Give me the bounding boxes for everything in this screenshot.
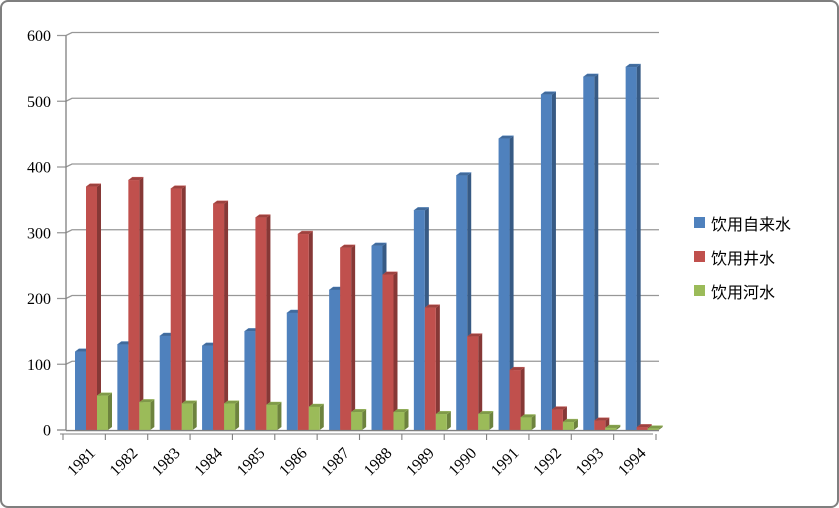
bar-well-1983 [170, 185, 187, 430]
bar-river-1989 [435, 411, 452, 430]
gridline-100 [57, 360, 659, 365]
bar-river-1994 [647, 425, 664, 430]
bar-well-1982 [127, 176, 144, 430]
x-tick-label-1983: 1983 [149, 445, 184, 480]
legend-entry-tap-water: 饮用自来水 [694, 212, 792, 234]
legend-swatch-river-water-icon [694, 285, 705, 296]
bar-well-1986 [297, 230, 314, 430]
x-tick-label-1985: 1985 [234, 445, 269, 480]
bar-river-1986 [308, 403, 325, 430]
x-tick-label-1991: 1991 [488, 445, 523, 480]
legend-label-river-water: 饮用河水 [711, 284, 776, 302]
bar-tap-1991 [497, 135, 515, 431]
legend-entry-well-water: 饮用井水 [694, 246, 791, 268]
chart-legend: 饮用自来水 饮用井水 饮用河水 [694, 212, 791, 314]
x-tick-label-1994: 1994 [615, 445, 650, 480]
bar-well-1985 [254, 214, 272, 430]
bar-well-1989 [424, 304, 441, 430]
y-tick-label-600: 600 [27, 28, 51, 45]
x-tick-label-1990: 1990 [446, 445, 481, 480]
x-tick-label-1987: 1987 [319, 445, 354, 480]
bar-tap-1994 [625, 63, 642, 430]
bar-well-1991 [508, 366, 526, 430]
bar-well-1984 [212, 200, 229, 430]
legend-label-tap-water: 饮用自来水 [711, 216, 792, 234]
bar-tap-1993 [582, 73, 599, 431]
bar-well-1981 [85, 183, 102, 430]
bar-well-1988 [381, 271, 399, 430]
legend-swatch-well-water-icon [694, 251, 705, 262]
bar-river-1991 [519, 414, 537, 430]
x-tick-label-1993: 1993 [573, 445, 608, 480]
x-tick-label-1992: 1992 [530, 445, 565, 480]
gridline-400 [57, 163, 659, 168]
bar-river-1982 [138, 399, 155, 430]
bar-river-1992 [562, 418, 579, 430]
y-tick-label-0: 0 [43, 423, 51, 440]
legend-swatch-tap-water-icon [694, 217, 705, 228]
x-tick-label-1984: 1984 [191, 445, 226, 480]
bar-river-1988 [392, 409, 410, 430]
gridline-600 [57, 31, 659, 37]
bar-river-1983 [181, 400, 198, 430]
y-tick-label-100: 100 [27, 357, 51, 374]
x-tick-label-1986: 1986 [276, 445, 311, 480]
bar-tap-1992 [540, 91, 557, 431]
x-tick-label-1982: 1982 [107, 445, 142, 480]
bar-river-1987 [350, 409, 367, 430]
legend-label-well-water: 饮用井水 [711, 250, 776, 268]
bar-river-1993 [604, 424, 621, 430]
legend-entry-river-water: 饮用河水 [694, 280, 791, 302]
bar-well-1990 [466, 333, 483, 430]
x-tick-label-1989: 1989 [403, 445, 438, 480]
y-tick-label-200: 200 [27, 291, 51, 308]
x-tick-label-1988: 1988 [361, 445, 396, 480]
bar-river-1984 [223, 400, 240, 430]
x-tick-label-1981: 1981 [64, 445, 99, 480]
bar-river-1981 [96, 392, 113, 430]
bar-well-1987 [339, 244, 356, 430]
bar-river-1990 [477, 411, 494, 430]
gridline-300 [57, 229, 659, 234]
bar-river-1985 [265, 401, 283, 430]
y-tick-label-300: 300 [27, 225, 51, 242]
gridline-500 [57, 97, 659, 102]
gridline-200 [57, 294, 659, 300]
y-tick-label-400: 400 [27, 160, 51, 177]
y-tick-label-500: 500 [27, 94, 51, 111]
